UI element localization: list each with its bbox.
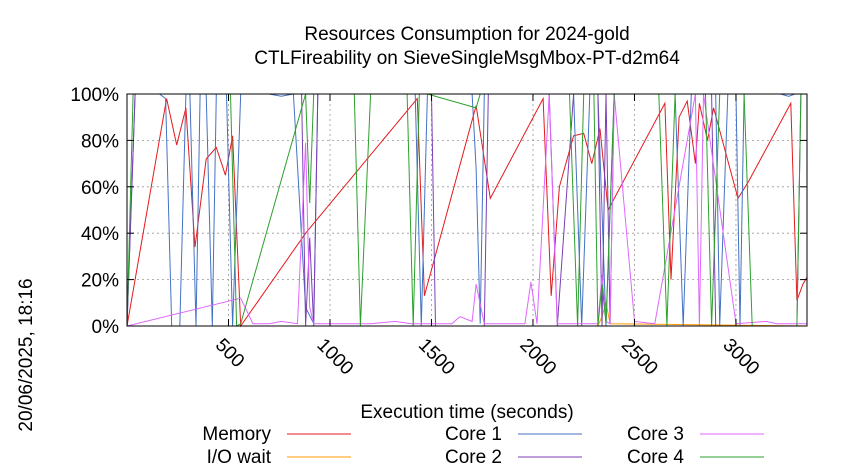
legend-label-core-1: Core 1 (445, 424, 502, 445)
y-tick-label: 80% (81, 131, 119, 152)
x-axis-label: Execution time (seconds) (360, 402, 573, 423)
legend-label-core-3: Core 3 (627, 424, 684, 445)
chart-title-line1: Resources Consumption for 2024-gold (304, 24, 629, 45)
legend-label-core-2: Core 2 (445, 447, 502, 468)
plot-frame (126, 93, 808, 327)
legend-label-i-o-wait: I/O wait (207, 447, 272, 468)
y-tick-label: 100% (70, 85, 119, 106)
chart-title-line2: CTLFireability on SieveSingleMsgMbox-PT-… (254, 48, 680, 69)
legend-label-core-4: Core 4 (627, 447, 684, 468)
y-tick-label: 0% (92, 317, 120, 338)
timestamp-label: 20/06/2025, 18:16 (16, 278, 37, 431)
y-tick-label: 20% (81, 271, 119, 292)
y-tick-label: 40% (81, 224, 119, 245)
y-tick-label: 60% (81, 178, 119, 199)
series-line-memory (126, 96, 808, 328)
legend-label-memory: Memory (202, 424, 271, 445)
